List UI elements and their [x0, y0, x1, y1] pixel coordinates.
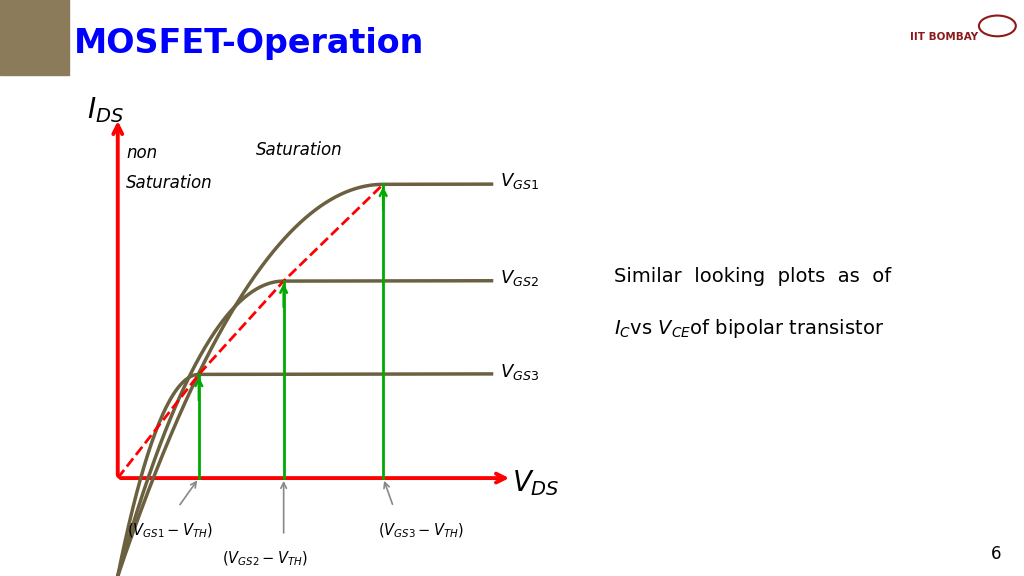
Text: Saturation: Saturation: [256, 141, 343, 159]
Text: $(V_{GS1}-V_{TH})$: $(V_{GS1}-V_{TH})$: [127, 521, 213, 540]
Text: $(V_{GS2}-V_{TH})$: $(V_{GS2}-V_{TH})$: [222, 550, 308, 569]
Text: $V_{DS}$: $V_{DS}$: [512, 468, 559, 498]
Text: IIT BOMBAY: IIT BOMBAY: [909, 32, 978, 43]
Text: Similar  looking  plots  as  of: Similar looking plots as of: [614, 267, 892, 286]
Text: $(V_{GS3}-V_{TH})$: $(V_{GS3}-V_{TH})$: [378, 521, 464, 540]
Text: MOSFET-Operation: MOSFET-Operation: [74, 26, 424, 60]
Text: 6: 6: [991, 545, 1001, 563]
Text: $V_{GS2}$: $V_{GS2}$: [500, 268, 539, 288]
Text: $I_{DS}$: $I_{DS}$: [87, 96, 124, 126]
Text: $V_{GS3}$: $V_{GS3}$: [500, 362, 539, 381]
Text: non: non: [126, 144, 157, 162]
Text: $V_{GS1}$: $V_{GS1}$: [500, 172, 539, 191]
Text: $I_C$$\mathregular{vs}$ $V_{CE}$$\mathregular{of\ bipolar\ transistor}$: $I_C$$\mathregular{vs}$ $V_{CE}$$\mathre…: [614, 317, 885, 340]
Text: Saturation: Saturation: [126, 174, 213, 192]
